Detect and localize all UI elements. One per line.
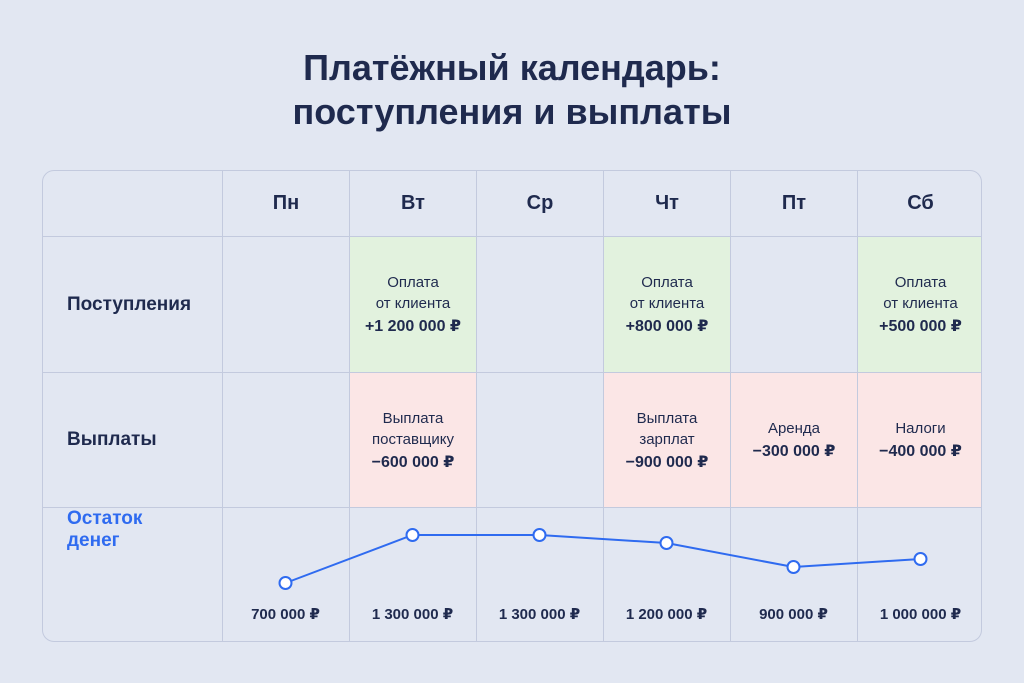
payment-calendar-table: Пн Вт Ср Чт Пт Сб Поступления Выплаты Ос… [42,170,982,642]
payment-cell-thu: Выплата зарплат −900 000 ₽ [604,373,730,507]
income-desc-line-1: Оплата [387,274,439,291]
grid-line [43,236,981,237]
payment-cell-tue: Выплата поставщику −600 000 ₽ [350,373,476,507]
balance-label-line-1: Остаток [67,508,143,529]
payment-cell-fri: Аренда −300 000 ₽ [731,373,857,507]
balance-point-6 [913,552,928,566]
balance-label-line-2: денег [67,530,120,551]
payment-desc-line-1: Выплата [382,409,444,427]
grid-line [349,171,350,641]
day-header-sat: Сб [907,192,934,214]
grid-line [43,372,981,373]
balance-value-label: 900 000 ₽ [759,606,828,623]
income-amount: +800 000 ₽ [625,318,709,335]
title-line-1: Платёжный календарь: [303,47,721,88]
row-label-balance: Остаток денег [43,508,222,641]
balance-value-label: 1 000 000 ₽ [879,606,962,623]
income-cell-sat: Оплата от клиента +500 000 ₽ [858,237,981,372]
income-cell-thu: Оплата от клиента +800 000 ₽ [604,237,730,372]
grid-line [222,171,223,641]
row-label-payments: Выплаты [67,429,157,450]
balance-value-label: 1 200 000 ₽ [625,606,708,623]
day-header-fri: Пт [781,192,807,214]
income-desc-line-2: от клиента [375,295,451,312]
income-amount: +500 000 ₽ [879,318,962,335]
payment-desc-line-1: Налоги [895,420,946,437]
title-line-2: поступления и выплаты [292,91,732,132]
row-label-income: Поступления [67,293,192,315]
day-header-tue: Вт [401,192,425,214]
balance-value-label: 1 300 000 ₽ [498,606,581,623]
balance-point-5 [786,560,801,574]
day-header-thu: Чт [655,192,679,214]
grid-line [857,171,858,641]
income-desc-line-2: от клиента [629,295,705,312]
page-title: Платёжный календарь: поступления и выпла… [0,46,1024,134]
income-desc-line-1: Оплата [894,274,947,291]
payment-desc-line-2: поставщику [372,430,454,448]
grid-line [730,171,731,641]
grid-line [43,507,981,508]
day-header-wed: Ср [526,192,554,214]
balance-point-3 [532,528,547,542]
income-desc-line-2: от клиента [883,295,958,312]
balance-series-line [285,534,921,584]
payment-amount: −300 000 ₽ [752,443,836,460]
balance-point-4 [659,536,674,550]
grid-line [476,171,477,641]
balance-line-chart [278,528,928,590]
balance-point-2 [405,528,420,542]
payment-desc-line-1: Аренда [767,420,821,437]
grid-line [603,171,604,641]
balance-value-label: 1 300 000 ₽ [371,606,454,623]
payment-cell-sat: Налоги −400 000 ₽ [858,373,981,507]
income-cell-tue: Оплата от клиента +1 200 000 ₽ [350,237,476,372]
payment-desc-line-2: зарплат [639,430,695,448]
payment-amount: −600 000 ₽ [371,453,455,471]
payment-amount: −400 000 ₽ [879,443,962,460]
payment-amount: −900 000 ₽ [625,453,709,471]
payment-desc-line-1: Выплата [636,409,698,427]
day-header-mon: Пн [272,192,300,214]
income-amount: +1 200 000 ₽ [364,318,462,335]
income-desc-line-1: Оплата [641,274,693,291]
balance-point-1 [278,576,293,590]
balance-value-label: 700 000 ₽ [251,606,320,623]
